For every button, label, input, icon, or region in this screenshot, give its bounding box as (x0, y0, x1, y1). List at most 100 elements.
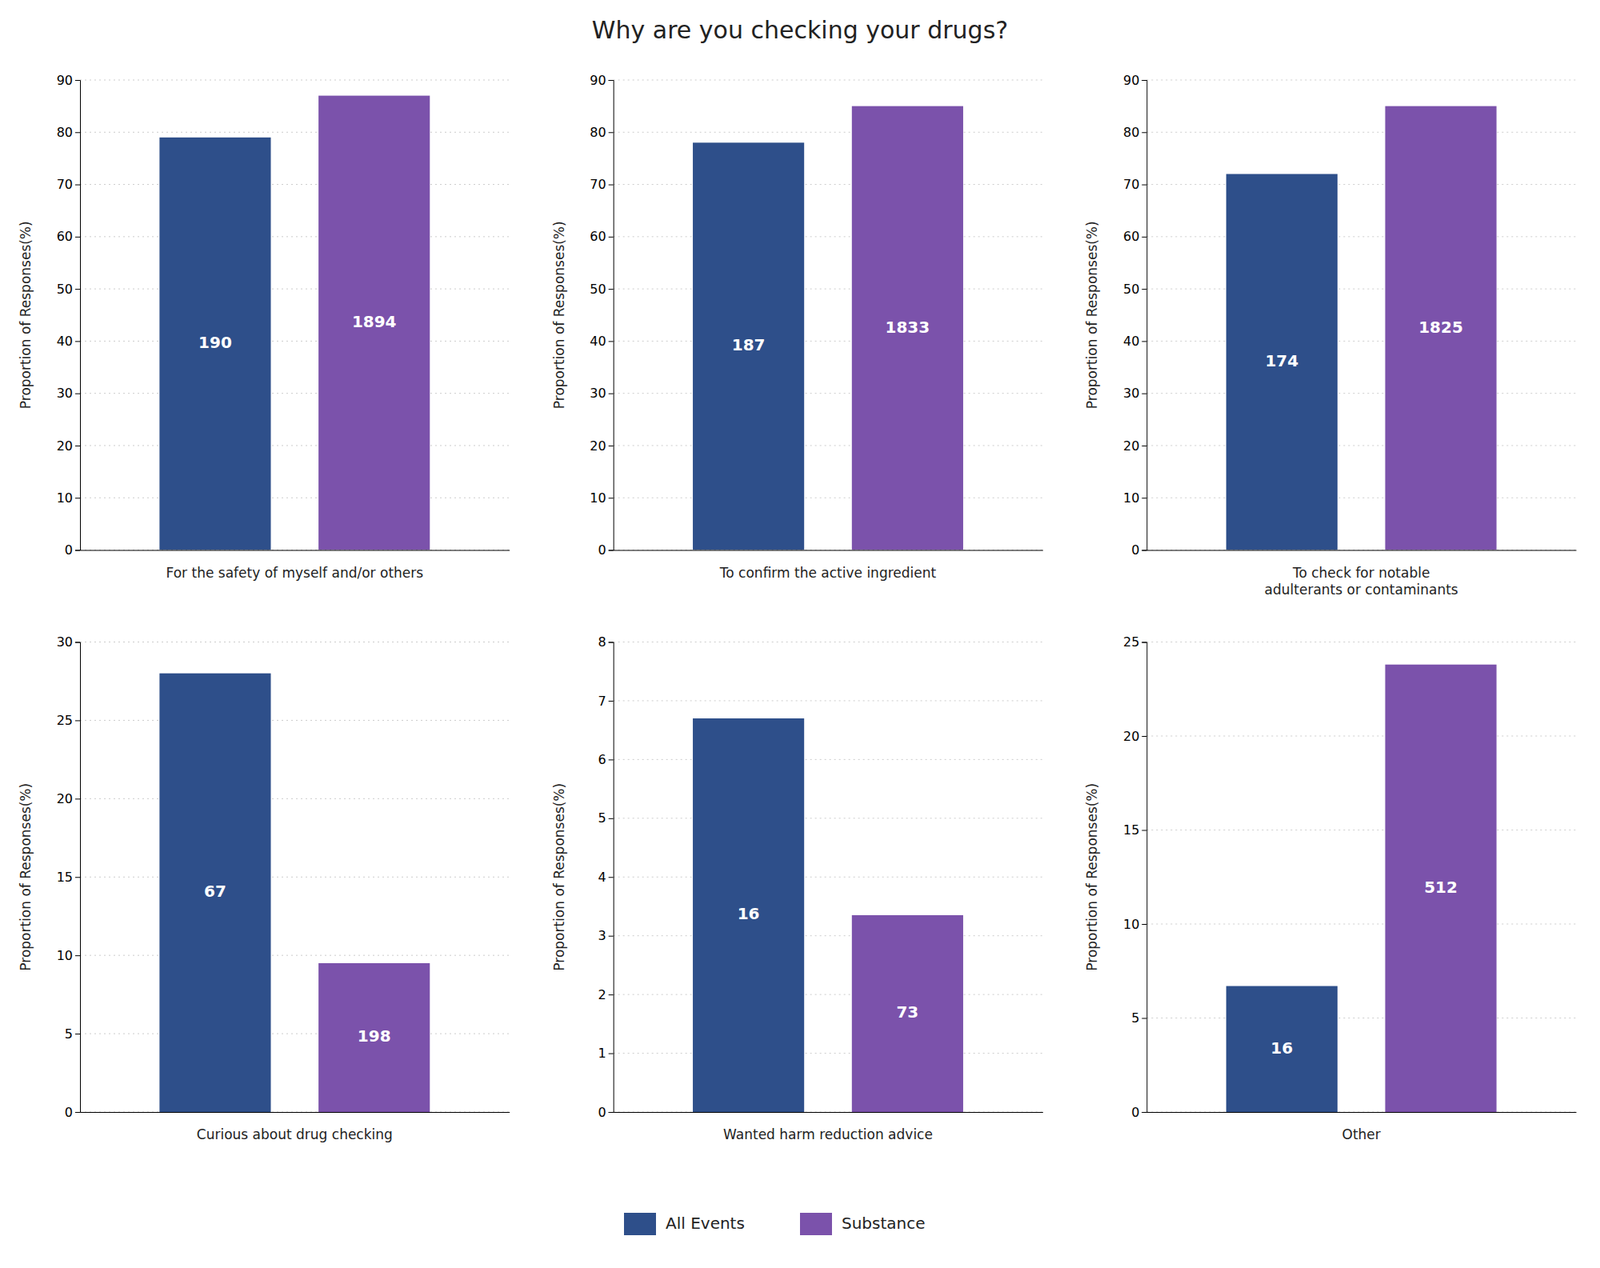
x-axis-line (613, 1112, 1044, 1113)
y-tick: 60 (589, 228, 613, 244)
y-tick-label: 90 (589, 72, 606, 88)
y-tick-mark (1141, 497, 1147, 499)
y-tick: 10 (589, 490, 613, 506)
y-tick: 10 (1123, 490, 1147, 506)
y-tick-label: 0 (597, 1104, 606, 1120)
count-label: 73 (896, 1002, 919, 1022)
grid-line (80, 1112, 510, 1113)
y-axis-line (75, 642, 81, 1113)
x-axis-title: Wanted harm reduction advice (723, 1126, 933, 1143)
bar: All Events (159, 137, 271, 551)
y-tick: 30 (1123, 385, 1147, 401)
y-tick-mark (1141, 184, 1147, 186)
y-tick: 5 (597, 810, 613, 826)
grid-line (1146, 444, 1576, 446)
y-tick-label: 70 (589, 176, 606, 192)
chart-root: Why are you checking your drugs? All Even… (0, 0, 1600, 1268)
y-tick-mark (608, 759, 614, 760)
grid-line (1146, 641, 1576, 643)
count-label: 67 (204, 881, 227, 901)
bars: All EventsSubstance (159, 96, 430, 551)
y-tick: 80 (56, 124, 80, 140)
y-axis-title: Proportion of Responses(%) (17, 783, 34, 972)
grid-line (80, 549, 510, 551)
y-tick: 0 (64, 1104, 80, 1120)
y-axis-line (1141, 642, 1148, 1113)
x-axis-line (80, 550, 511, 552)
count-labels: 1673 (737, 904, 920, 1022)
y-tick-mark (608, 340, 614, 342)
y-tick: 30 (589, 385, 613, 401)
y-axis-title: Proportion of Responses(%) (551, 783, 568, 972)
count-label: 1825 (1418, 317, 1464, 337)
bar: Substance (852, 915, 964, 1112)
y-tick-mark (1141, 1112, 1147, 1113)
y-tick: 40 (589, 333, 613, 349)
subplot: All EventsSubstance187183301020304050607… (551, 72, 1044, 581)
count-label: 1833 (885, 317, 931, 337)
y-tick-mark (75, 642, 80, 644)
y-tick: 20 (56, 791, 80, 807)
subplot: All EventsSubstance1673012345678Proporti… (551, 634, 1044, 1143)
y-tick-label: 50 (1123, 281, 1140, 297)
y-tick: 70 (589, 176, 613, 192)
y-tick-label: 0 (64, 542, 73, 558)
grid-line (613, 236, 1044, 237)
y-axis-title: Proportion of Responses(%) (1084, 220, 1100, 409)
y-tick: 10 (1123, 916, 1147, 932)
y-tick: 7 (597, 693, 613, 709)
y-tick-mark (1141, 445, 1147, 447)
y-tick: 8 (597, 634, 613, 650)
y-tick-label: 5 (64, 1026, 73, 1042)
y-tick-mark (608, 642, 614, 644)
y-tick-mark (1141, 393, 1147, 395)
grid-line (80, 1033, 510, 1035)
x-axis-line (613, 550, 1044, 552)
x-axis (80, 1112, 511, 1113)
y-axis-line (608, 80, 615, 552)
count-label: 187 (732, 335, 766, 355)
y-axis: 012345678 (597, 634, 614, 1120)
y-tick-label: 5 (1131, 1010, 1140, 1026)
title: Why are you checking your drugs? (592, 16, 1008, 44)
y-tick-mark (1141, 550, 1147, 552)
y-tick-mark (1141, 236, 1147, 238)
y-tick: 70 (1123, 176, 1147, 192)
grid-line (1146, 80, 1576, 81)
count-label: 174 (1264, 351, 1299, 371)
y-tick-label: 10 (589, 490, 606, 506)
y-tick-label: 3 (597, 928, 606, 944)
y-tick: 3 (597, 928, 613, 944)
x-axis-title: Curious about drug checking (196, 1126, 393, 1143)
grid-line (613, 994, 1044, 996)
grid-line (613, 80, 1044, 81)
x-axis-title: Other (1342, 1126, 1381, 1143)
grid-line (80, 132, 510, 133)
grid-line (1146, 924, 1576, 925)
y-tick-label: 60 (1123, 228, 1140, 244)
subplot: All EventsSubstance174182501020304050607… (1084, 72, 1576, 598)
grid-line (613, 1052, 1044, 1054)
grid-line (613, 444, 1044, 446)
y-tick-mark (608, 700, 614, 702)
grid-line (613, 1112, 1044, 1113)
grid (1146, 80, 1576, 551)
grid-line (613, 497, 1044, 499)
subplot: All EventsSubstance190189401020304050607… (17, 72, 510, 581)
x-axis (1147, 550, 1577, 552)
y-tick: 5 (64, 1026, 80, 1042)
y-tick-label: 25 (56, 712, 73, 728)
y-tick-mark (75, 1112, 80, 1113)
grid-line (613, 132, 1044, 133)
y-tick-mark (1141, 924, 1147, 925)
y-tick: 70 (56, 176, 80, 192)
y-axis: 051015202530 (56, 634, 81, 1120)
y-tick: 60 (1123, 228, 1147, 244)
y-tick-mark (608, 236, 614, 238)
grid-line (1146, 236, 1576, 237)
x-axis (1147, 1112, 1577, 1113)
y-tick-label: 20 (56, 438, 73, 454)
legend-item: Substance (800, 1212, 926, 1236)
y-tick-label: 80 (589, 124, 606, 140)
y-tick-label: 15 (56, 869, 73, 885)
